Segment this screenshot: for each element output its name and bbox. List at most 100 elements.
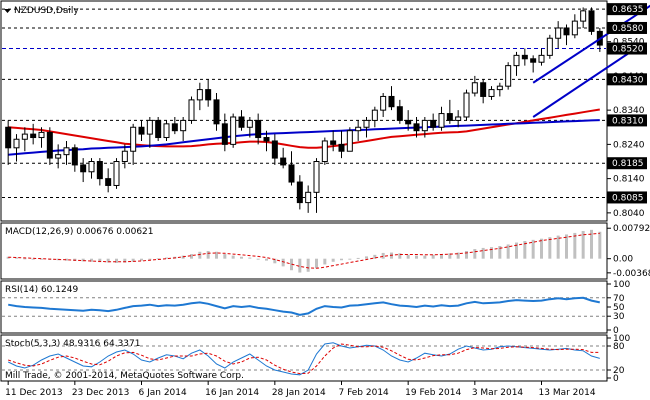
candle-body: [505, 65, 512, 87]
candle-body: [230, 116, 237, 145]
macd-histogram-bar: [481, 247, 485, 259]
macd-histogram-bar: [315, 258, 318, 269]
macd-histogram-bar: [323, 258, 327, 265]
macd-histogram-bar: [256, 258, 260, 260]
time-tick-label: 16 Jan 2014: [205, 388, 259, 398]
candle-body: [46, 131, 53, 159]
red-ma-line: [8, 108, 600, 149]
macd-histogram-bar: [15, 257, 18, 259]
candle-body: [296, 181, 303, 204]
candle-body: [88, 161, 95, 173]
price-axis: 0.86350.85800.85400.85200.84400.84300.83…: [607, 3, 647, 219]
price-level-tag: [607, 191, 647, 204]
time-tick-label: 28 Jan 2014: [272, 388, 326, 398]
candle-body: [488, 89, 495, 97]
macd-histogram-bar: [456, 252, 460, 259]
time-tick-label: 6 Jan 2014: [139, 388, 187, 398]
macd-histogram-bar: [190, 254, 193, 259]
macd-histogram-bar: [515, 242, 518, 259]
rsi-label: RSI(14) 60.1249: [5, 285, 78, 295]
candle-body: [338, 143, 345, 152]
time-tick-label: 23 Dec 2013: [72, 388, 130, 398]
candle-body: [463, 92, 470, 118]
macd-axis: 0.00792 0.00 -0.00368: [607, 224, 650, 279]
candle-body: [546, 37, 553, 56]
macd-histogram-bar: [90, 258, 93, 262]
candle-body: [496, 85, 503, 91]
price-tick-label: 0.8240: [613, 140, 645, 150]
macd-histogram-bar: [140, 258, 143, 261]
rsi-series: [2, 296, 606, 317]
stoch-series: [2, 342, 606, 376]
price-level-tag: [607, 21, 647, 34]
time-tick-label: 7 Feb 2014: [339, 388, 390, 398]
candle-body: [55, 154, 62, 159]
macd-histogram-bar: [248, 257, 252, 259]
candle-body: [380, 95, 387, 111]
macd-histogram-bar: [581, 231, 585, 259]
candle-body: [155, 119, 162, 139]
trend-channel-line: [532, 47, 637, 118]
macd-tick-label: 0.00792: [613, 224, 650, 234]
macd-signal-line: [8, 232, 600, 269]
macd-histogram-bar: [573, 232, 577, 259]
macd-histogram-bar: [106, 258, 110, 263]
macd-histogram-bar: [448, 253, 452, 259]
price-level-tag: [607, 157, 647, 170]
macd-histogram-bar: [465, 251, 468, 259]
macd-histogram-bar: [31, 258, 35, 260]
stoch-tick-label: 0: [613, 374, 619, 384]
stoch-panel: Stoch(5,3,3) 48.9316 64.3371 Mill Trade,…: [0, 334, 608, 382]
candle-body: [105, 178, 112, 186]
macd-histogram-bar: [240, 256, 243, 259]
candle-body: [588, 10, 595, 32]
candle-body: [30, 133, 37, 139]
trend-channel-line: [532, 4, 650, 84]
macd-histogram-bar: [540, 238, 543, 259]
macd-histogram-bar: [506, 244, 510, 259]
stoch-tick-label: 80: [613, 342, 625, 352]
candle-body: [330, 140, 337, 145]
macd-histogram-bar: [431, 254, 435, 259]
candle-body: [405, 119, 412, 125]
candle-body: [430, 119, 437, 128]
price-level-tag: [607, 42, 647, 55]
candle-body: [563, 27, 570, 36]
candle-body: [530, 58, 537, 63]
candle-body: [205, 89, 212, 101]
rsi-tick-label: 70: [613, 294, 625, 304]
copyright-text: Mill Trade, © 2001-2014, MetaQuotes Soft…: [5, 371, 244, 381]
candle-body: [188, 99, 195, 121]
rsi-tick-label: 30: [613, 312, 625, 322]
candle-body: [121, 150, 128, 163]
macd-histogram-bar: [298, 258, 302, 273]
price-level-tag-label: 0.8430: [612, 75, 644, 85]
candle-body: [321, 140, 328, 163]
macd-histogram-bar: [81, 258, 85, 262]
macd-histogram-bar: [123, 258, 127, 263]
price-tick-label: 0.8340: [613, 106, 645, 116]
macd-histogram-bar: [440, 254, 443, 259]
price-level-tag-label: 0.8635: [612, 5, 644, 15]
candle-body: [438, 113, 445, 128]
price-level-tag-label: 0.8580: [612, 24, 644, 34]
candle-body: [130, 126, 137, 152]
candle-body: [263, 137, 270, 142]
candle-body: [80, 164, 87, 173]
candle-body: [288, 164, 295, 183]
macd-tick-label: -0.00368: [613, 269, 650, 279]
candle-body: [13, 138, 20, 149]
macd-histogram-bar: [356, 257, 360, 259]
macd-histogram-bar: [215, 251, 218, 259]
macd-histogram-bar: [231, 255, 235, 259]
price-level-tag-label: 0.8520: [612, 45, 644, 55]
macd-histogram-bar: [348, 258, 352, 260]
candle-body: [21, 133, 28, 140]
macd-histogram-bar: [498, 246, 502, 259]
trend-channel: [532, 4, 650, 118]
stoch-tick-label: 100: [613, 334, 630, 344]
symbol-triangle-icon: [4, 9, 11, 13]
price-level-tag: [607, 3, 647, 16]
